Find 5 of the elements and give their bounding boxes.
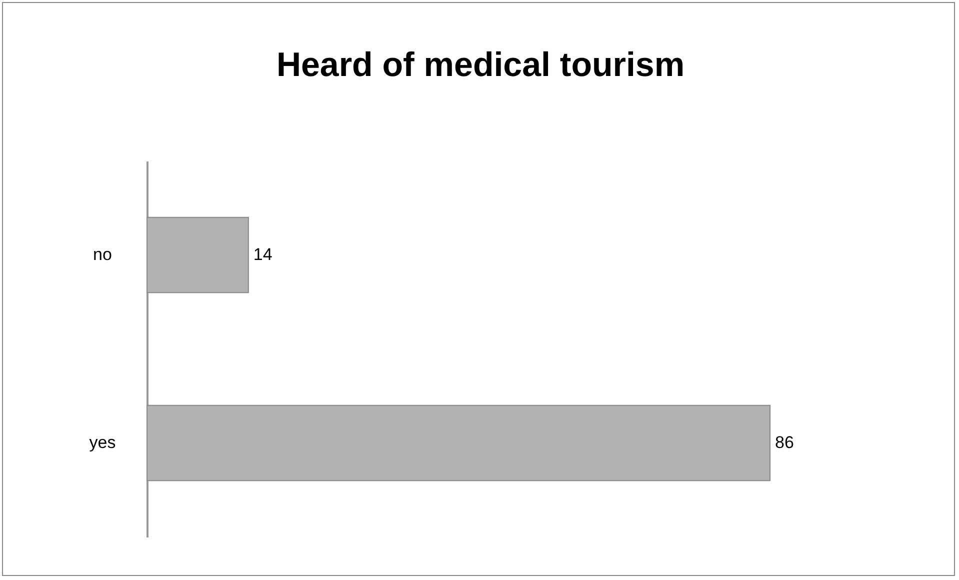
data-label: 86 <box>775 433 794 452</box>
chart-title: Heard of medical tourism <box>276 46 685 84</box>
data-label: 14 <box>253 245 272 264</box>
y-tick-label: yes <box>89 433 116 452</box>
y-tick-label: no <box>93 245 112 264</box>
